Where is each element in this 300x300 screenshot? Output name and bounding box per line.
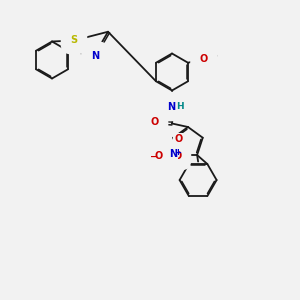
Text: O: O	[150, 117, 159, 127]
Text: N: N	[169, 148, 177, 158]
Text: N: N	[167, 101, 175, 112]
Text: H: H	[176, 102, 184, 111]
Text: −: −	[150, 152, 158, 162]
Text: S: S	[70, 34, 78, 44]
Text: O: O	[173, 151, 181, 160]
Text: O: O	[154, 151, 163, 160]
Text: +: +	[174, 148, 181, 157]
Text: N: N	[91, 51, 99, 61]
Text: O: O	[174, 134, 182, 144]
Text: O: O	[200, 54, 208, 64]
